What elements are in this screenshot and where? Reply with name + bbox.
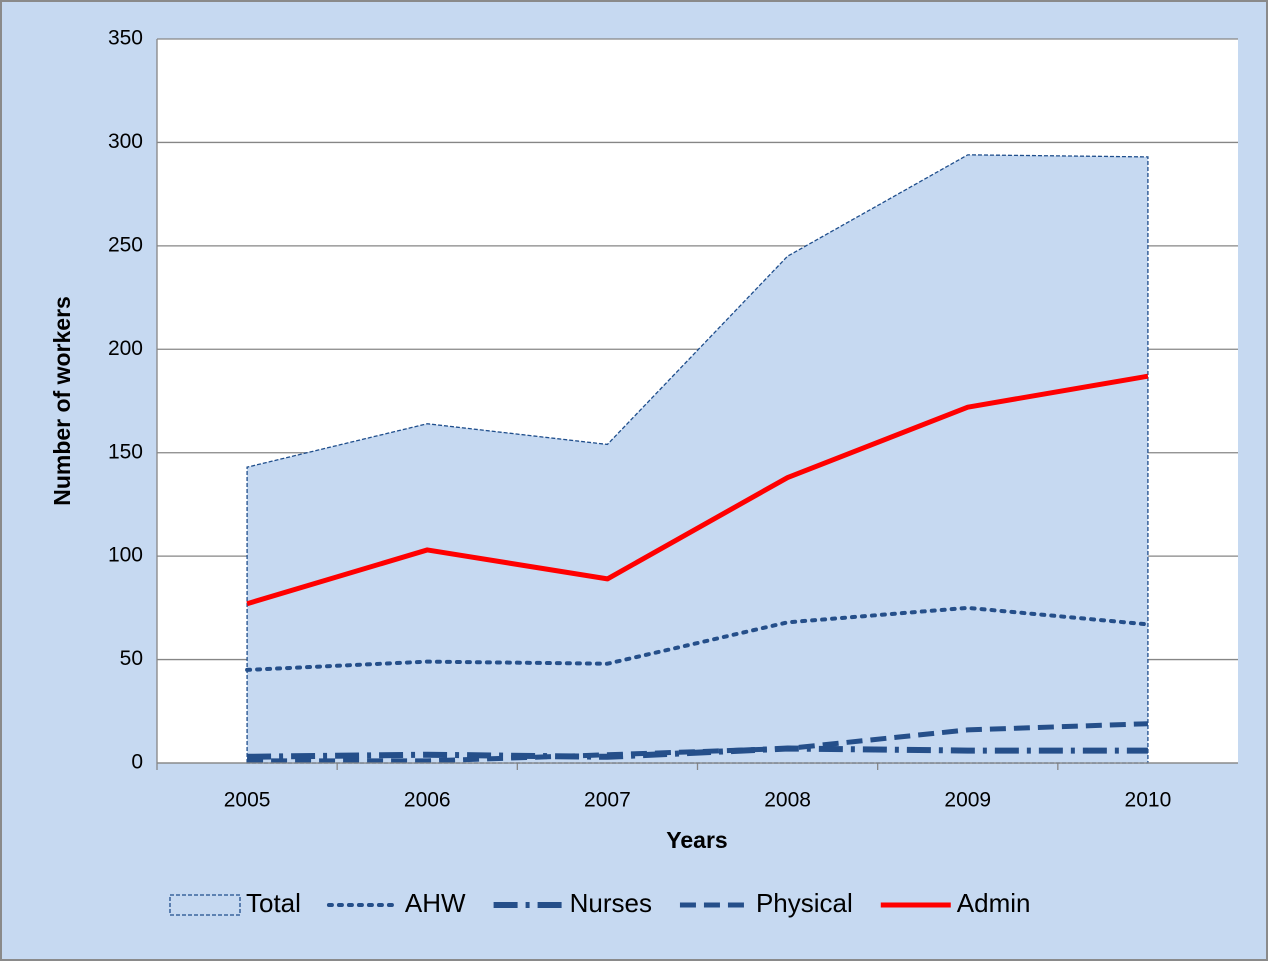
legend-label: AHW (405, 888, 466, 918)
y-tick-label: 150 (108, 440, 143, 463)
line (246, 373, 1149, 607)
y-tick-label: 300 (108, 130, 143, 153)
x-tick-label: 2009 (944, 789, 991, 812)
x-tick-label: 2010 (1125, 789, 1172, 812)
x-tick-label: 2007 (584, 789, 631, 812)
y-tick-label: 200 (108, 337, 143, 360)
legend-label: Physical (756, 888, 853, 918)
y-tick-label: 250 (108, 233, 143, 256)
legend-label: Admin (957, 888, 1031, 918)
legend-label: Nurses (570, 888, 652, 918)
x-tick-label: 2008 (764, 789, 811, 812)
y-tick-label: 350 (108, 27, 143, 50)
line (245, 605, 1150, 672)
y-tick-label: 50 (120, 647, 143, 670)
x-tick-label: 2005 (224, 789, 271, 812)
line (247, 745, 1148, 760)
legend-label: Total (246, 888, 301, 918)
x-axis-title: Years (666, 827, 727, 853)
legend-swatch (169, 894, 241, 916)
y-tick-label: 100 (108, 544, 143, 567)
x-tick-label: 2006 (404, 789, 451, 812)
y-tick-label: 0 (131, 751, 143, 774)
line (247, 721, 1149, 764)
y-axis-title: Number of workers (49, 296, 75, 506)
